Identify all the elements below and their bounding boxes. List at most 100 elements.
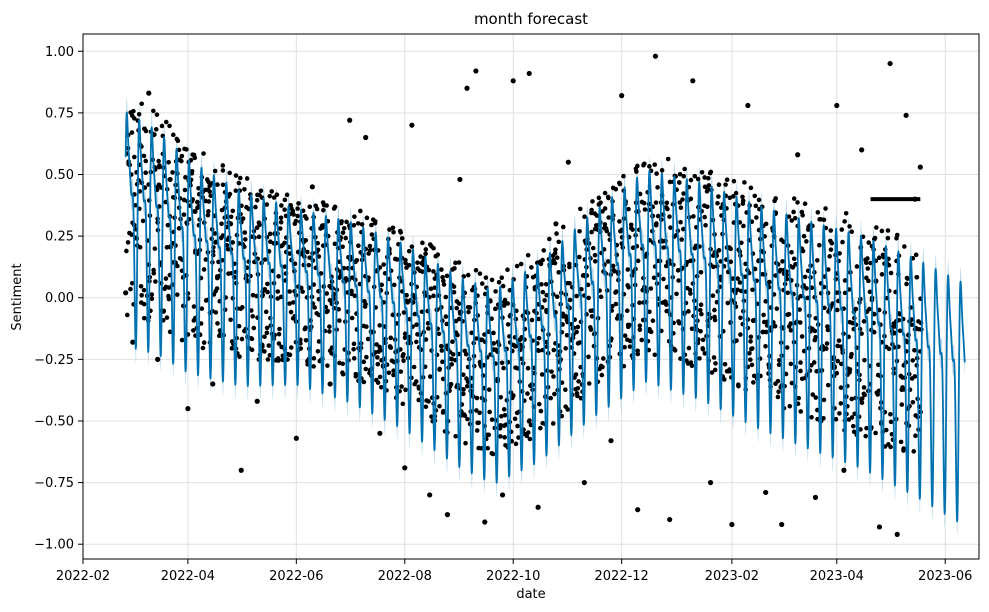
observation-point bbox=[375, 361, 381, 367]
observation-point bbox=[474, 428, 480, 433]
observation-point bbox=[565, 159, 571, 165]
observation-point bbox=[741, 223, 746, 229]
observation-point bbox=[361, 359, 367, 365]
observation-point bbox=[398, 369, 404, 374]
observation-point bbox=[574, 293, 579, 299]
observation-point bbox=[262, 334, 267, 340]
observation-point bbox=[885, 228, 891, 233]
observation-point bbox=[363, 134, 369, 141]
observation-point bbox=[602, 206, 608, 211]
observation-point bbox=[479, 281, 485, 286]
observation-point bbox=[201, 340, 207, 345]
observation-point bbox=[738, 315, 743, 321]
observation-point bbox=[170, 170, 175, 175]
observation-point bbox=[556, 270, 561, 275]
observation-point bbox=[829, 241, 835, 246]
observation-point bbox=[141, 153, 147, 159]
observation-point bbox=[592, 258, 598, 264]
observation-point bbox=[304, 216, 309, 221]
observation-point bbox=[775, 378, 781, 384]
observation-point bbox=[627, 344, 633, 349]
observation-point bbox=[287, 352, 293, 358]
observation-point bbox=[425, 326, 431, 331]
observation-point bbox=[573, 372, 579, 377]
observation-point bbox=[543, 282, 549, 287]
observation-point bbox=[861, 391, 867, 397]
observation-point bbox=[141, 287, 147, 293]
observation-point bbox=[164, 315, 170, 320]
observation-point bbox=[883, 427, 889, 433]
observation-point bbox=[130, 339, 136, 345]
observation-point bbox=[307, 204, 313, 210]
observation-point bbox=[733, 190, 739, 196]
observation-point bbox=[527, 418, 532, 423]
observation-point bbox=[809, 414, 814, 420]
observation-point bbox=[536, 401, 542, 407]
observation-point bbox=[228, 317, 233, 323]
observation-point bbox=[676, 180, 682, 185]
observation-point bbox=[688, 177, 694, 183]
observation-point bbox=[154, 112, 160, 117]
observation-point bbox=[324, 203, 329, 208]
observation-point bbox=[748, 334, 754, 340]
observation-point bbox=[171, 132, 176, 138]
observation-point bbox=[303, 338, 309, 343]
observation-point bbox=[552, 251, 558, 256]
observation-point bbox=[236, 323, 242, 329]
observation-point bbox=[340, 361, 346, 367]
observation-point bbox=[215, 182, 220, 187]
observation-point bbox=[337, 318, 342, 323]
observation-point bbox=[605, 259, 611, 264]
observation-point bbox=[596, 195, 602, 201]
observation-point bbox=[175, 263, 180, 269]
observation-point bbox=[276, 341, 282, 346]
observation-point bbox=[441, 278, 446, 284]
observation-point bbox=[650, 318, 656, 324]
observation-point bbox=[613, 301, 619, 307]
observation-point bbox=[911, 449, 917, 454]
observation-point bbox=[716, 182, 722, 187]
observation-point bbox=[774, 306, 780, 311]
observation-point bbox=[763, 489, 769, 496]
observation-point bbox=[627, 322, 632, 328]
observation-point bbox=[879, 272, 885, 277]
observation-point bbox=[563, 387, 568, 393]
observation-point bbox=[315, 240, 321, 246]
observation-point bbox=[667, 516, 673, 523]
observation-point bbox=[873, 430, 878, 436]
observation-point bbox=[859, 147, 865, 153]
observation-point bbox=[904, 281, 909, 287]
observation-point bbox=[686, 309, 691, 314]
observation-point bbox=[372, 220, 378, 226]
observation-point bbox=[664, 302, 669, 307]
observation-point bbox=[756, 197, 762, 203]
observation-point bbox=[563, 346, 568, 351]
observation-point bbox=[309, 184, 315, 190]
observation-point bbox=[885, 235, 891, 241]
observation-point bbox=[715, 200, 720, 206]
observation-point bbox=[238, 467, 244, 473]
observation-point bbox=[879, 228, 885, 234]
observation-point bbox=[254, 197, 260, 203]
observation-point bbox=[903, 112, 909, 118]
observation-point bbox=[598, 200, 603, 205]
observation-point bbox=[722, 377, 727, 382]
observation-point bbox=[551, 347, 557, 353]
observation-point bbox=[665, 156, 671, 162]
observation-point bbox=[455, 332, 460, 338]
observation-point bbox=[499, 413, 504, 419]
observation-point bbox=[496, 279, 502, 285]
observation-point bbox=[493, 347, 499, 353]
observation-point bbox=[183, 175, 188, 180]
observation-point bbox=[240, 305, 245, 310]
observation-point bbox=[784, 345, 790, 350]
observation-point bbox=[788, 321, 794, 326]
observation-point bbox=[514, 263, 520, 269]
observation-point bbox=[203, 257, 209, 262]
observation-point bbox=[441, 408, 446, 414]
observation-point bbox=[652, 53, 659, 59]
observation-point bbox=[729, 521, 735, 528]
observation-point bbox=[637, 300, 642, 306]
observation-point bbox=[802, 274, 808, 280]
observation-point bbox=[779, 521, 785, 528]
